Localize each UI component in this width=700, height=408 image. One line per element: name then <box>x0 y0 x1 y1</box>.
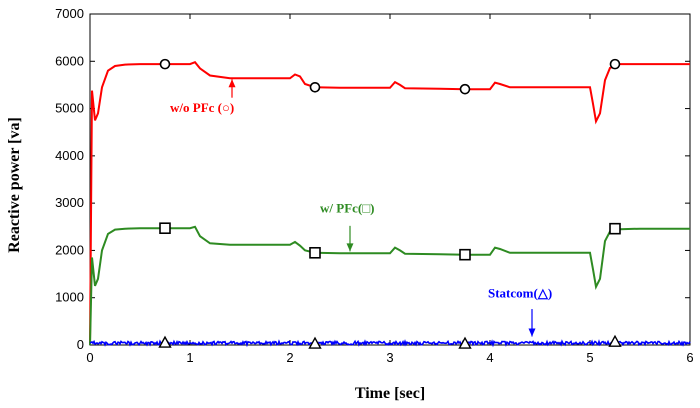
triangle-marker <box>458 336 472 349</box>
x-tick-label: 4 <box>486 350 493 365</box>
x-axis-title: Time [sec] <box>355 385 425 402</box>
x-tick-label: 6 <box>686 350 693 365</box>
y-tick-label: 4000 <box>55 148 84 163</box>
x-tick-label: 5 <box>586 350 593 365</box>
circle-marker <box>459 83 471 95</box>
triangle-marker <box>608 334 622 347</box>
circle-marker <box>609 58 621 70</box>
square-marker <box>309 246 321 259</box>
annotation-arrowhead-1 <box>346 243 354 252</box>
annotation-arrowhead-2 <box>528 328 536 337</box>
x-tick-label: 3 <box>386 350 393 365</box>
x-tick-label: 1 <box>186 350 193 365</box>
y-tick-label: 7000 <box>55 6 84 21</box>
square-marker <box>159 222 171 235</box>
circle-marker <box>159 58 171 70</box>
series-line-0 <box>89 61 690 346</box>
square-marker <box>459 248 471 261</box>
x-tick-label: 2 <box>286 350 293 365</box>
y-tick-label: 3000 <box>55 195 84 210</box>
triangle-marker <box>308 336 322 349</box>
y-tick-label: 1000 <box>55 290 84 305</box>
y-axis-title: Reactive power [va] <box>6 117 23 253</box>
annotation-arrowhead-0 <box>228 79 236 88</box>
y-tick-label: 0 <box>77 337 84 352</box>
plot-area: 0 1000 2000 3000 4000 5000 6000 7000 0 1 2 3 4 5 6 w/o … <box>55 6 694 365</box>
y-tick-label: 2000 <box>55 242 84 257</box>
series-label-1: w/ PFc(□) <box>320 201 374 216</box>
series-label-0: w/o PFc (○) <box>170 100 234 115</box>
triangle-marker <box>158 335 172 348</box>
y-tick-label: 5000 <box>55 101 84 116</box>
y-tick-label: 6000 <box>55 53 84 68</box>
circle-marker <box>309 81 321 93</box>
series-line-1 <box>89 225 690 346</box>
x-tick-label: 0 <box>86 350 93 365</box>
square-marker <box>609 222 621 235</box>
series-line-2 <box>89 339 691 348</box>
series-label-2: Statcom(△) <box>488 286 552 301</box>
